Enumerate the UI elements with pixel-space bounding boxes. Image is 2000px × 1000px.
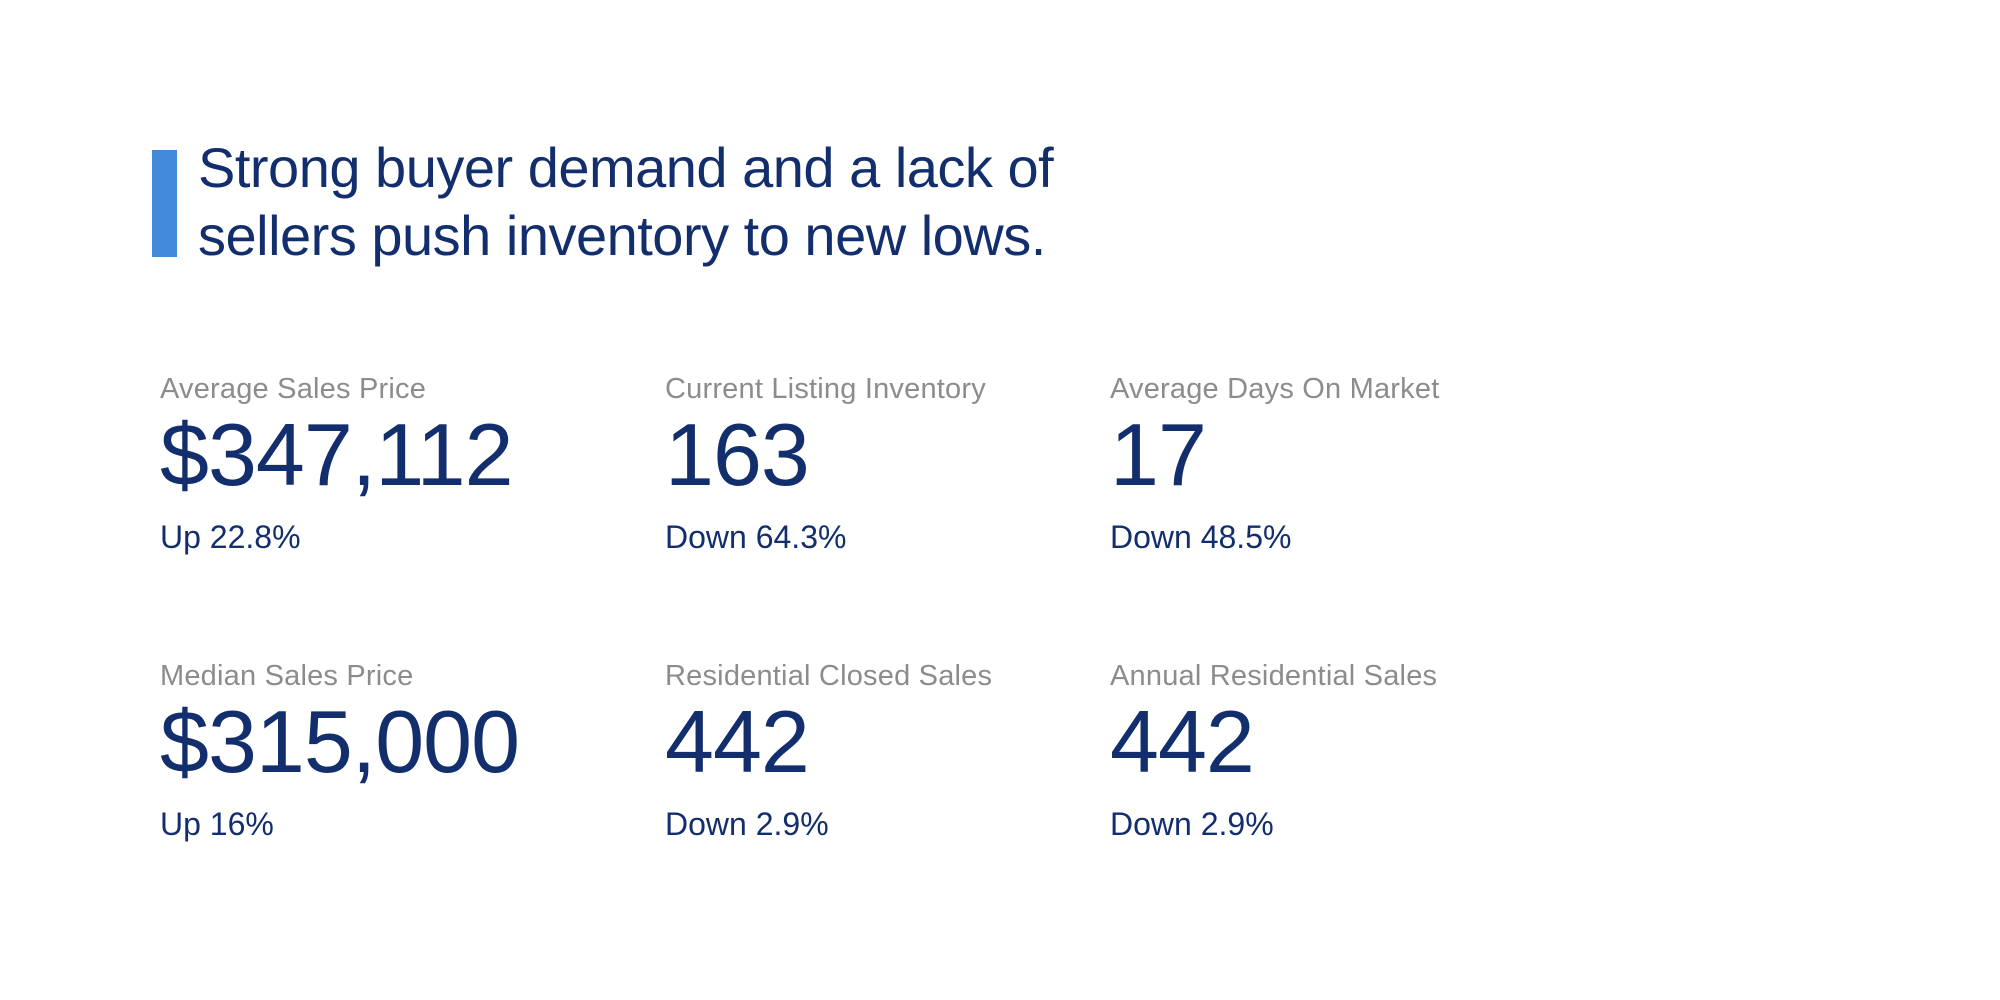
- stat-change: Down 2.9%: [665, 806, 829, 842]
- stat-value: 17: [1110, 405, 1207, 504]
- stat-card-current-listing-inventory: Current Listing Inventory 163 Down 64.3%: [665, 371, 1110, 557]
- stat-value: 442: [1110, 692, 1255, 791]
- stat-change: Up 16%: [160, 806, 274, 842]
- headline: Strong buyer demand and a lack of seller…: [152, 136, 1054, 270]
- headline-line-2: sellers push inventory to new lows.: [198, 204, 1046, 267]
- stat-card-average-sales-price: Average Sales Price $347,112 Up 22.8%: [160, 371, 665, 557]
- stat-change: Up 22.8%: [160, 519, 301, 555]
- stat-value: $347,112: [160, 405, 514, 504]
- page-title: Strong buyer demand and a lack of seller…: [198, 134, 1054, 270]
- stat-label: Annual Residential Sales: [1110, 660, 1438, 692]
- stat-card-residential-closed-sales: Residential Closed Sales 442 Down 2.9%: [665, 658, 1110, 844]
- stat-change: Down 2.9%: [1110, 806, 1274, 842]
- stat-label: Current Listing Inventory: [665, 373, 986, 405]
- headline-line-1: Strong buyer demand and a lack of: [198, 136, 1054, 199]
- stat-label: Median Sales Price: [160, 660, 414, 692]
- stat-card-annual-residential-sales: Annual Residential Sales 442 Down 2.9%: [1110, 658, 1630, 844]
- stat-change: Down 48.5%: [1110, 519, 1292, 555]
- stat-change: Down 64.3%: [665, 519, 847, 555]
- stat-value: $315,000: [160, 692, 520, 791]
- stat-card-median-sales-price: Median Sales Price $315,000 Up 16%: [160, 658, 665, 844]
- stats-grid: Average Sales Price $347,112 Up 22.8% Cu…: [160, 371, 1630, 844]
- stat-value: 442: [665, 692, 810, 791]
- stat-label: Average Days On Market: [1110, 373, 1440, 405]
- stat-label: Residential Closed Sales: [665, 660, 993, 692]
- stat-card-average-days-on-market: Average Days On Market 17 Down 48.5%: [1110, 371, 1630, 557]
- stat-value: 163: [665, 405, 810, 504]
- headline-accent-bar: [152, 150, 177, 257]
- stat-label: Average Sales Price: [160, 373, 427, 405]
